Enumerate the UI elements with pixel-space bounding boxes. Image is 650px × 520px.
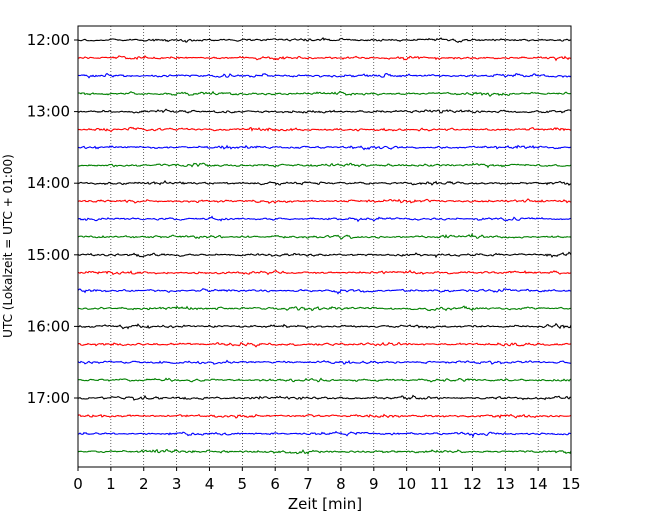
x-tick-label: 13 [496, 475, 515, 493]
y-axis-label: UTC (Lokalzeit = UTC + 01:00) [1, 154, 15, 338]
x-tick-label: 10 [397, 475, 416, 493]
seismic-trace [77, 72, 572, 79]
seismic-trace [77, 37, 572, 44]
y-tick-label: 16:00 [27, 317, 70, 335]
x-tick-label: 2 [139, 475, 149, 493]
x-tick-label: 3 [172, 475, 182, 493]
seismic-trace [77, 126, 572, 133]
seismic-trace [77, 198, 572, 204]
x-tick-label: 4 [205, 475, 215, 493]
seismic-trace [77, 162, 572, 169]
x-axis-ticks: 0 1 2 3 4 5 6 7 8 9 10 11 12 13 14 15 [73, 467, 581, 493]
x-tick-label: 14 [529, 475, 548, 493]
y-axis-ticks: 12:00 13:00 14:00 15:00 16:00 17:00 [27, 31, 78, 407]
x-tick-label: 15 [561, 475, 580, 493]
x-tick-label: 0 [73, 475, 83, 493]
plot-frame [77, 25, 572, 468]
x-tick-label: 11 [430, 475, 449, 493]
x-tick-label: 5 [238, 475, 248, 493]
seismic-trace [77, 377, 572, 383]
seismic-trace [77, 180, 572, 186]
seismic-trace [77, 341, 572, 348]
y-tick-label: 15:00 [27, 246, 70, 264]
seismic-trace [77, 305, 572, 312]
seismic-trace [77, 55, 572, 62]
x-tick-label: 12 [463, 475, 482, 493]
seismic-trace [77, 251, 572, 259]
x-tick-label: 8 [336, 475, 346, 493]
x-tick-label: 7 [303, 475, 313, 493]
seismic-trace [77, 430, 572, 438]
x-tick-label: 1 [106, 475, 116, 493]
x-tick-label: 6 [270, 475, 280, 493]
y-tick-label: 13:00 [27, 103, 70, 121]
y-tick-label: 12:00 [27, 31, 70, 49]
y-tick-label: 17:00 [27, 389, 70, 407]
seismic-trace [77, 269, 572, 276]
seismic-trace [77, 108, 572, 114]
x-axis-label: Zeit [min] [288, 495, 362, 513]
seismic-trace [77, 215, 572, 223]
seismic-trace [77, 90, 572, 97]
seismic-trace [77, 233, 572, 240]
seismic-trace [77, 359, 572, 365]
seismic-trace [77, 394, 572, 401]
seismic-trace [77, 322, 572, 330]
seismic-trace [77, 413, 572, 419]
seismic-trace [77, 144, 572, 151]
y-tick-label: 14:00 [27, 174, 70, 192]
trace-group [77, 37, 572, 455]
seismic-trace [77, 448, 572, 455]
x-tick-label: 9 [369, 475, 379, 493]
seismic-trace [77, 288, 572, 295]
